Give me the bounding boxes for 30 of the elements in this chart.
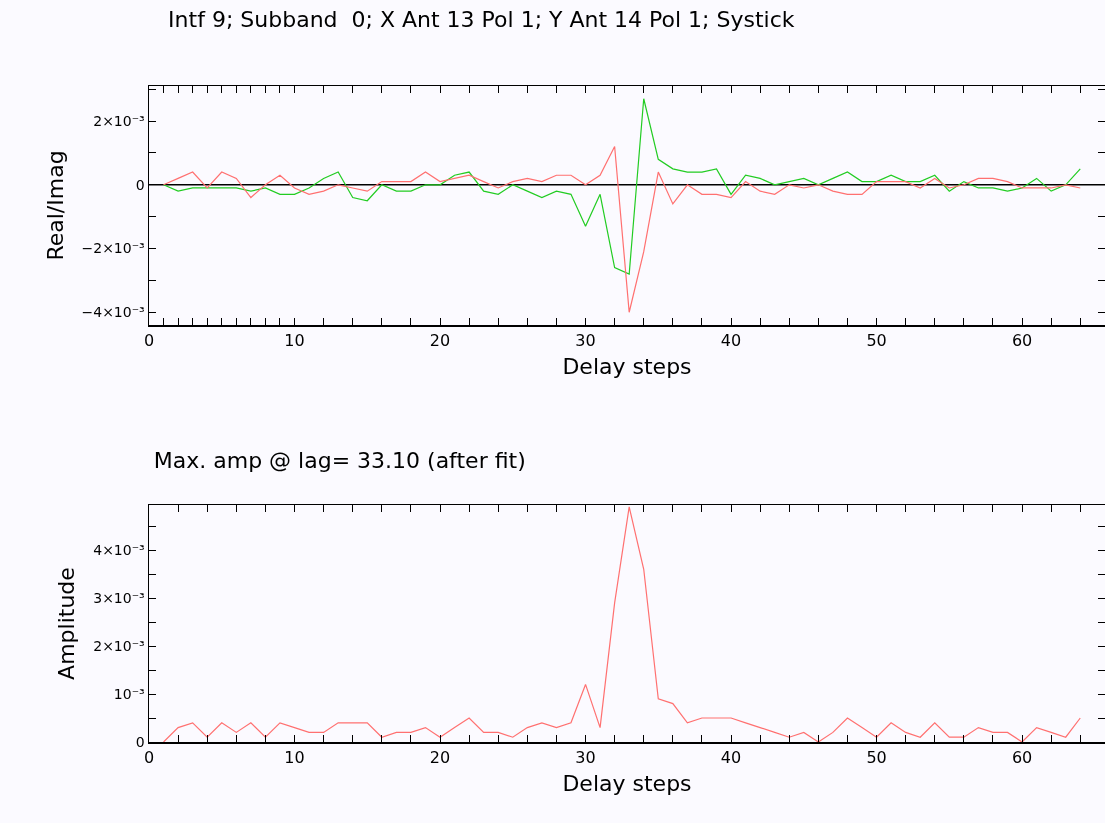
y-tick-label: 10⁻³ [113,685,145,702]
y-tick-label: 4×10⁻³ [93,542,145,558]
x-axis-title: Delay steps [562,354,692,380]
y-tick-label: −2×10⁻³ [81,240,145,257]
x-tick-label: 30 [575,330,596,350]
y-tick-label: 2×10⁻³ [93,637,145,654]
x-tick-label: 50 [866,330,887,350]
x-tick-label: 20 [429,330,451,350]
y-tick-label: −4×10⁻³ [81,304,145,321]
y-axis-title: Amplitude [54,567,80,680]
x-tick-label: 10 [284,330,305,350]
x-tick-label: 60 [1011,747,1033,767]
y-axis-title: Real/Imag [42,150,68,261]
y-tick-label: 0 [135,176,145,193]
x-tick-label: 30 [575,747,596,767]
x-tick-label: 20 [429,747,451,767]
y-tick-label: 3×10⁻³ [93,589,145,606]
x-tick-label: 60 [1011,330,1033,350]
x-tick-label: 40 [720,747,742,767]
line-series [162,98,1081,275]
y-tick-label: 0 [135,733,145,750]
line-series [162,145,1081,313]
line-series [162,506,1081,742]
chart-title: Intf 9; Subband 0; X Ant 13 Pol 1; Y Ant 14 Pol 1; Systick [168,6,795,32]
x-tick-label: 10 [284,747,305,767]
x-tick-label: 50 [866,747,887,767]
y-tick-label: 2×10⁻³ [93,112,145,129]
x-axis-title: Delay steps [562,771,692,797]
x-tick-label: 40 [720,330,742,350]
chart-title: Max. amp @ lag= 33.10 (after fit) [153,448,526,473]
